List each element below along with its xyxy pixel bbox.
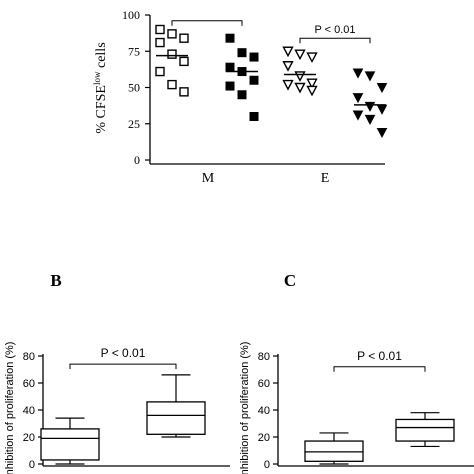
data-point-filled-triangle [364,101,376,112]
panel-c-annotation: P < 0.01 [333,349,426,372]
data-point-filled-square [249,52,259,62]
iqr-box [395,418,455,442]
data-point-open-square [155,37,165,48]
significance-label: P < 0.01 [357,349,402,363]
iqr-box [40,428,100,461]
panel-label-b: B [50,271,61,290]
data-point-open-triangle [294,49,306,61]
data-point-filled-square [225,81,235,91]
panel-c-boxes [304,412,455,465]
data-point-open-square [167,49,177,59]
data-point-filled-triangle [376,104,388,115]
significance-bracket [299,37,371,44]
y-tick-label: 80 [23,351,35,363]
y-tick-label: 60 [258,378,270,390]
data-point-filled-triangle [376,83,388,94]
data-point-filled-triangle [352,93,364,104]
panel-a-scatter-chart: 0 25 50 75 100 P < 0.01 % CFSElow cells M E [92,8,388,186]
data-point-open-triangle [282,46,294,58]
y-tick-label: 0 [264,459,270,471]
panel-a-annotations: P < 0.01 [171,20,371,44]
significance-bracket [69,363,177,370]
data-point-open-square [179,33,189,43]
panel-b-box-plot: 0 20 40 60 80 P < 0.01 Inhibition of prolife… [4,342,230,474]
data-point-filled-square [249,75,259,85]
data-point-open-triangle [282,79,294,91]
data-point-filled-triangle [352,68,364,79]
panel-c-box-plot: 0 20 40 60 80 P < 0.01 Inhibition of prolife… [239,342,474,474]
panel-b-boxes [40,374,206,465]
iqr-box [146,401,206,435]
significance-bracket [333,366,426,372]
significance-bracket [171,20,243,26]
group-label-e: E [321,171,330,186]
data-point-filled-square [225,62,235,72]
data-point-filled-square [225,33,235,43]
panel-a-axes [149,15,385,165]
panel-a-points [155,24,388,139]
data-point-open-square [167,29,177,39]
panel-b-y-ticks: 0 20 40 60 80 [23,351,43,471]
panel-c-y-axis-label: Inhibition of proliferation (%) [239,342,251,474]
box-2 [395,412,455,448]
data-point-open-triangle [306,52,318,64]
panel-label-c: C [284,271,296,290]
y-tick-label: 60 [23,378,35,390]
panel-b-y-axis-label: Inhibition of proliferation (%) [4,342,16,474]
y-tick-label: 50 [128,81,140,95]
iqr-box [304,440,364,462]
y-tick-label: 0 [134,153,140,167]
data-point-open-square [179,56,189,67]
ylabel-prefix: % CFSE [94,85,109,134]
ylabel-suffix: cells [94,42,109,71]
data-point-open-square [179,87,189,97]
y-tick-label: 20 [23,432,35,444]
box-1 [304,432,364,465]
data-point-filled-triangle [364,114,376,125]
data-point-filled-triangle [364,71,376,82]
data-point-open-triangle [294,82,306,94]
data-point-open-triangle [294,71,306,82]
panel-a-mean-lines [156,54,386,106]
data-point-open-triangle [306,85,318,97]
y-tick-label: 25 [128,117,140,131]
data-point-filled-triangle [352,110,364,121]
box-1 [40,417,100,465]
data-point-open-square [155,24,165,35]
y-tick-label: 100 [122,8,140,22]
data-point-filled-square [237,90,247,100]
y-tick-label: 20 [258,432,270,444]
panel-a-y-ticks: 0 25 50 75 100 [122,8,150,167]
data-point-filled-triangle [376,127,388,139]
y-tick-label: 80 [258,351,270,363]
data-point-open-square [167,79,177,90]
data-point-open-triangle [306,78,318,90]
panel-c-y-ticks: 0 20 40 60 80 [258,351,278,471]
y-tick-label: 40 [23,405,35,417]
data-point-filled-square [249,112,259,121]
box-2 [146,374,206,438]
data-point-filled-square [237,48,247,58]
data-point-open-triangle [282,61,294,72]
y-tick-label: 0 [29,459,35,471]
panel-a-y-axis-label: % CFSElow cells [92,42,109,133]
data-point-open-square [155,66,165,77]
ylabel-superscript: low [92,71,102,85]
y-tick-label: 40 [258,405,270,417]
panel-b-annotation: P < 0.01 [69,346,177,370]
significance-label: P < 0.01 [314,24,355,36]
group-label-m: M [202,171,215,186]
significance-label: P < 0.01 [101,346,146,360]
y-tick-label: 75 [128,44,140,58]
